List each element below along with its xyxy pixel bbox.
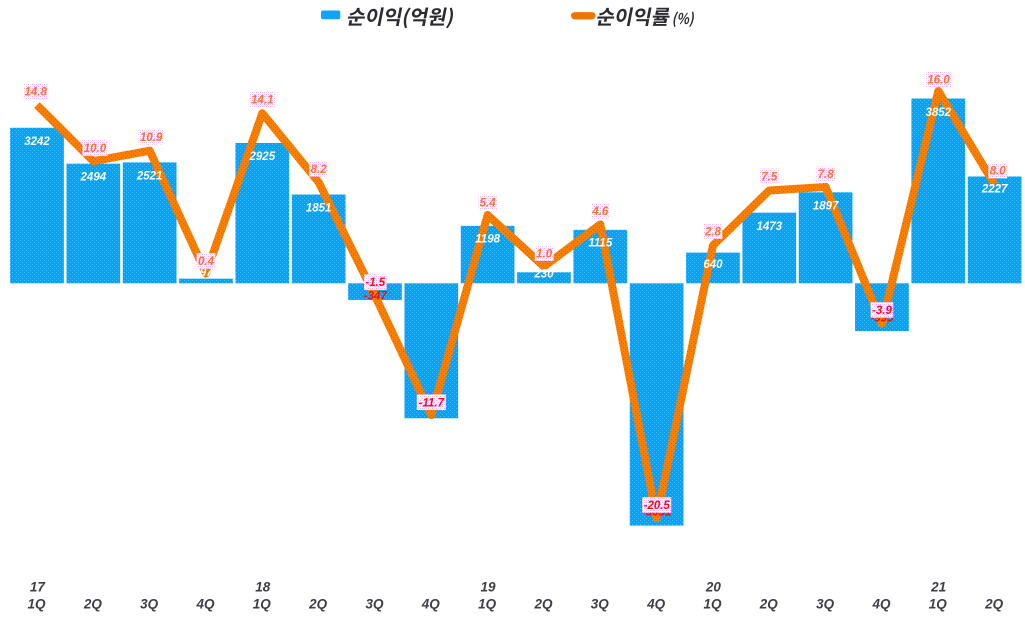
svg-text:2Q: 2Q xyxy=(984,596,1004,611)
svg-text:2Q: 2Q xyxy=(759,596,779,611)
svg-text:230: 230 xyxy=(533,268,554,280)
svg-text:-20.5: -20.5 xyxy=(644,500,671,512)
svg-text:10.0: 10.0 xyxy=(84,143,107,155)
svg-text:3242: 3242 xyxy=(24,136,50,148)
svg-text:10.9: 10.9 xyxy=(140,132,163,144)
svg-text:2Q: 2Q xyxy=(83,596,103,611)
svg-text:-3.9: -3.9 xyxy=(872,305,892,317)
svg-text:16.0: 16.0 xyxy=(927,74,950,86)
svg-text:3852: 3852 xyxy=(925,107,951,119)
svg-text:8.2: 8.2 xyxy=(311,164,328,176)
svg-text:97: 97 xyxy=(200,267,213,279)
svg-text:1Q: 1Q xyxy=(27,596,46,611)
svg-text:1115: 1115 xyxy=(588,238,612,250)
svg-text:14.1: 14.1 xyxy=(251,94,273,106)
svg-text:3Q: 3Q xyxy=(591,596,610,611)
svg-text:21: 21 xyxy=(930,579,946,594)
svg-text:0.4: 0.4 xyxy=(198,256,215,268)
svg-text:4Q: 4Q xyxy=(646,596,666,611)
svg-text:20: 20 xyxy=(705,579,722,594)
svg-text:-1.5: -1.5 xyxy=(365,277,385,289)
svg-text:2925: 2925 xyxy=(249,151,276,163)
svg-text:1851: 1851 xyxy=(306,202,332,214)
svg-text:1Q: 1Q xyxy=(478,596,497,611)
svg-text:7.5: 7.5 xyxy=(761,171,778,183)
svg-text:4Q: 4Q xyxy=(871,596,891,611)
svg-text:8.0: 8.0 xyxy=(990,166,1007,178)
svg-text:2Q: 2Q xyxy=(308,596,328,611)
svg-text:1198: 1198 xyxy=(475,234,500,246)
svg-text:2494: 2494 xyxy=(80,172,107,184)
svg-text:4Q: 4Q xyxy=(195,596,215,611)
svg-text:3Q: 3Q xyxy=(140,596,159,611)
svg-text:1Q: 1Q xyxy=(703,596,722,611)
svg-text:1Q: 1Q xyxy=(253,596,272,611)
svg-text:-11.7: -11.7 xyxy=(419,397,445,409)
svg-text:1897: 1897 xyxy=(813,200,839,212)
svg-text:3Q: 3Q xyxy=(816,596,835,611)
svg-text:19: 19 xyxy=(481,579,497,594)
svg-text:2521: 2521 xyxy=(136,170,163,182)
svg-text:2Q: 2Q xyxy=(533,596,553,611)
svg-text:3Q: 3Q xyxy=(365,596,384,611)
svg-text:4Q: 4Q xyxy=(421,596,441,611)
svg-text:14.8: 14.8 xyxy=(25,87,48,99)
svg-text:4.6: 4.6 xyxy=(591,206,609,218)
svg-text:18: 18 xyxy=(255,579,271,594)
svg-text:1.0: 1.0 xyxy=(536,248,553,260)
svg-text:2227: 2227 xyxy=(981,184,1008,196)
svg-text:1473: 1473 xyxy=(756,221,782,233)
svg-text:5.4: 5.4 xyxy=(480,198,497,210)
svg-text:640: 640 xyxy=(703,259,723,271)
svg-text:17: 17 xyxy=(30,579,47,594)
svg-text:-347: -347 xyxy=(364,290,388,302)
svg-text:1Q: 1Q xyxy=(929,596,948,611)
svg-text:7.8: 7.8 xyxy=(818,169,835,181)
svg-text:2.8: 2.8 xyxy=(704,226,722,238)
